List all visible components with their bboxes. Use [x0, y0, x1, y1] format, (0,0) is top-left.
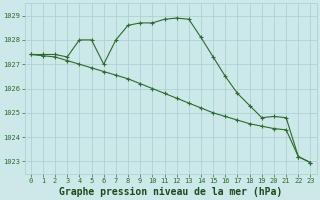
X-axis label: Graphe pression niveau de la mer (hPa): Graphe pression niveau de la mer (hPa) — [59, 186, 282, 197]
